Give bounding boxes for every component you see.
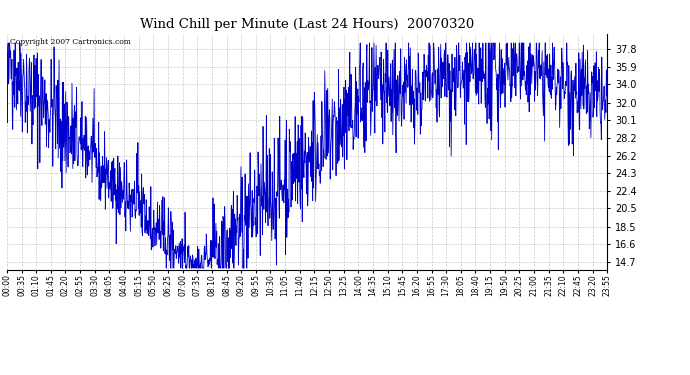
Title: Wind Chill per Minute (Last 24 Hours)  20070320: Wind Chill per Minute (Last 24 Hours) 20… <box>140 18 474 31</box>
Text: Copyright 2007 Cartronics.com: Copyright 2007 Cartronics.com <box>10 39 131 46</box>
